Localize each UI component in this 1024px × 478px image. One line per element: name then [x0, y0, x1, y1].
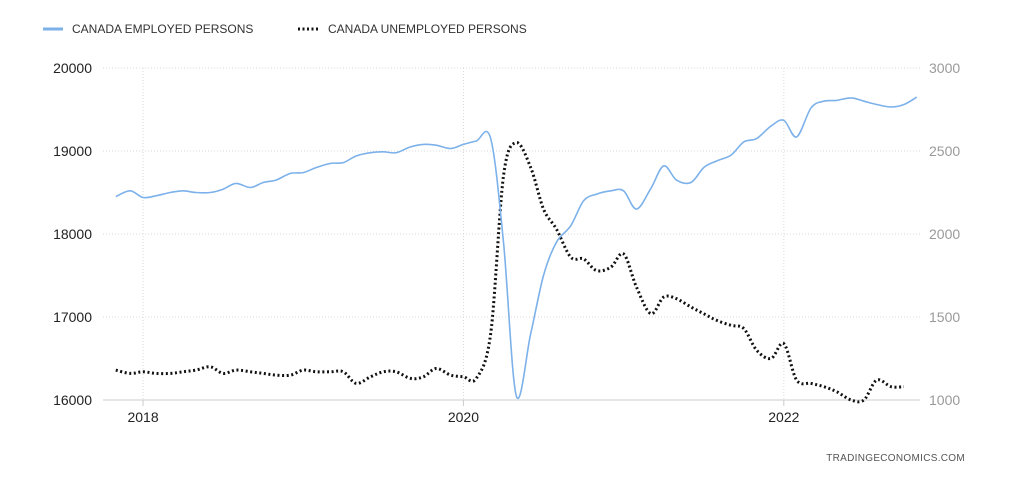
left-axis-ticks: 20000 19000 18000 17000 16000: [53, 60, 92, 408]
legend: CANADA EMPLOYED PERSONS CANADA UNEMPLOYE…: [43, 22, 527, 36]
right-axis-ticks: 3000 2500 2000 1500 1000: [929, 60, 960, 408]
right-axis-tick-label: 2500: [929, 143, 960, 159]
left-axis-tick-label: 18000: [53, 226, 92, 242]
series-line-unemployed: [115, 141, 905, 404]
series-line-employed: [115, 96, 918, 400]
x-axis-ticks: 2018 2020 2022: [103, 399, 920, 425]
left-axis-tick-label: 20000: [53, 60, 92, 76]
left-axis-tick-label: 19000: [53, 143, 92, 159]
legend-label-unemployed: CANADA UNEMPLOYED PERSONS: [328, 22, 527, 36]
legend-label-employed: CANADA EMPLOYED PERSONS: [72, 22, 253, 36]
x-axis-tick-label: 2020: [448, 409, 479, 425]
right-axis-tick-label: 2000: [929, 226, 960, 242]
right-axis-tick-label: 1500: [929, 309, 960, 325]
source-label: TRADINGECONOMICS.COM: [826, 453, 965, 464]
right-axis-tick-label: 1000: [929, 392, 960, 408]
right-axis-tick-label: 3000: [929, 60, 960, 76]
series-layer: [115, 96, 918, 404]
left-axis-tick-label: 16000: [53, 392, 92, 408]
x-axis-tick-label: 2022: [768, 409, 799, 425]
left-axis-tick-label: 17000: [53, 309, 92, 325]
x-axis-tick-label: 2018: [127, 409, 158, 425]
